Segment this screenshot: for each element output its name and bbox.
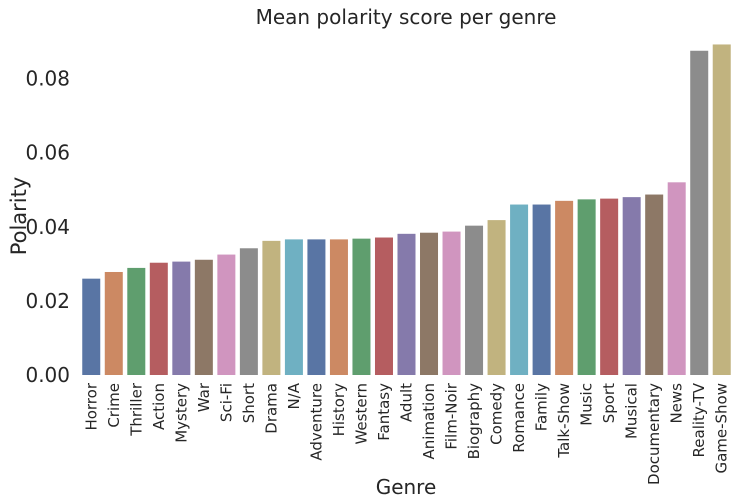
x-tick-label: Western: [352, 383, 370, 445]
bar-talk-show: [555, 200, 574, 375]
x-tick-label: Crime: [105, 383, 123, 428]
x-tick-label: Film-Noir: [443, 382, 461, 449]
y-tick-label: 0.08: [25, 67, 70, 91]
y-tick-label: 0.00: [25, 363, 70, 387]
x-tick-label: Music: [578, 383, 596, 426]
x-tick-label: Mystery: [172, 383, 190, 443]
x-tick-label: Action: [150, 383, 168, 430]
x-tick-label: Thriller: [127, 382, 145, 437]
bar-adventure: [307, 239, 326, 375]
x-tick-label: Animation: [420, 383, 438, 459]
bar-music: [577, 199, 596, 375]
bar-documentary: [645, 194, 664, 375]
x-tick-label: Game-Show: [713, 383, 731, 474]
x-tick-label: N/A: [285, 382, 303, 409]
x-tick-label: War: [195, 382, 213, 412]
x-tick-label: Family: [533, 383, 551, 431]
x-axis-label: Genre: [376, 475, 437, 499]
bar-sport: [600, 198, 619, 375]
bar-biography: [465, 225, 484, 375]
x-tick-label: Comedy: [488, 383, 506, 445]
y-tick-label: 0.06: [25, 141, 70, 165]
x-tick-label: Romance: [510, 383, 528, 453]
bar-romance: [510, 204, 529, 375]
bar-horror: [82, 278, 101, 375]
bar-comedy: [487, 220, 506, 375]
bar-western: [352, 238, 371, 375]
bar-film-noir: [442, 231, 461, 375]
bar-drama: [262, 240, 281, 375]
x-tick-label: Drama: [262, 383, 280, 434]
bar-news: [667, 182, 686, 375]
bar-n-a: [284, 239, 303, 375]
y-tick-label: 0.02: [25, 289, 70, 313]
bar-fantasy: [374, 237, 393, 375]
bar-mystery: [172, 261, 191, 375]
x-tick-label: Short: [240, 383, 258, 423]
x-tick-label: Talk-Show: [555, 383, 573, 459]
bar-animation: [420, 232, 439, 375]
x-tick-label: Adventure: [307, 383, 325, 461]
chart-title: Mean polarity score per genre: [256, 5, 557, 29]
x-tick-label: Documentary: [645, 383, 663, 485]
bar-history: [329, 239, 348, 375]
x-axis-ticks: Horror Crime Thriller Action Mystery War Sci-F…: [82, 382, 730, 485]
bar-short: [239, 248, 258, 375]
bar-reality-tv: [690, 50, 709, 375]
bars: [82, 44, 731, 376]
x-tick-label: Adult: [398, 383, 416, 422]
y-tick-label: 0.04: [25, 215, 70, 239]
bar-crime: [104, 271, 123, 375]
x-tick-label: History: [330, 383, 348, 436]
y-axis-label: Polarity: [7, 177, 31, 256]
bar-war: [194, 259, 213, 375]
y-axis-ticks: 0.00 0.02 0.04 0.06 0.08: [25, 67, 70, 387]
bar-game-show: [712, 44, 731, 376]
x-tick-label: Sci-Fi: [217, 383, 235, 422]
bar-action: [149, 262, 168, 375]
x-tick-label: Biography: [465, 383, 483, 460]
x-tick-label: News: [668, 383, 686, 424]
x-tick-label: Musical: [623, 383, 641, 439]
bar-sci-fi: [217, 254, 236, 375]
bar-adult: [397, 233, 416, 375]
x-tick-label: Fantasy: [375, 383, 393, 441]
bar-family: [532, 204, 551, 375]
x-tick-label: Horror: [82, 382, 100, 430]
x-tick-label: Sport: [600, 383, 618, 423]
bar-thriller: [127, 267, 146, 375]
x-tick-label: Reality-TV: [690, 382, 708, 457]
bar-musical: [622, 197, 641, 375]
